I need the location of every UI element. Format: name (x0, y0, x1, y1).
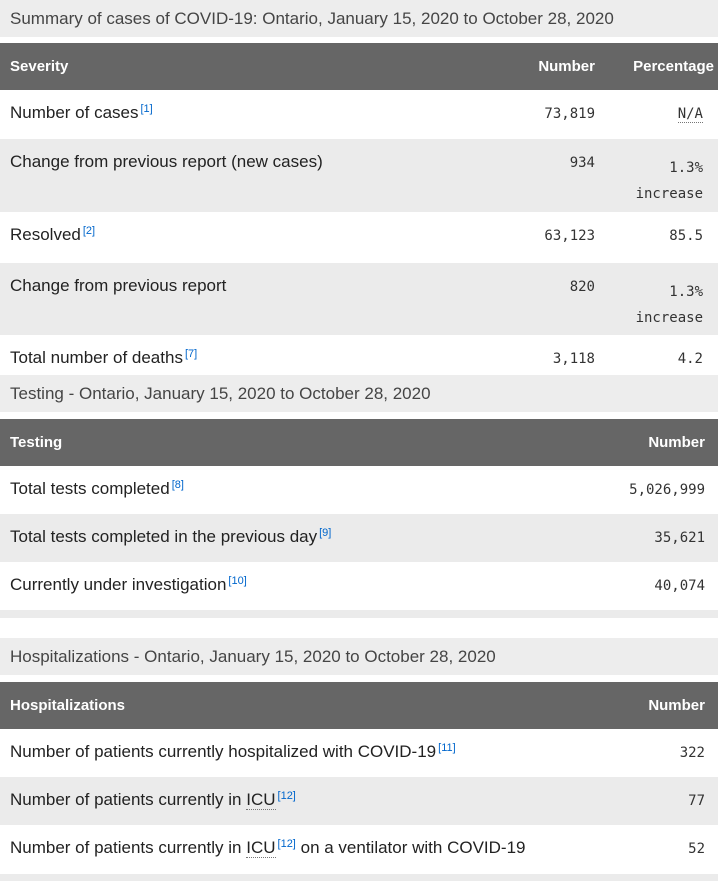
table-row: Currently under investigation [10] 40,074 (0, 562, 718, 610)
row-percentage: 1.3% (669, 284, 703, 300)
footnote-link[interactable]: [12] (277, 838, 296, 850)
na-abbr[interactable]: N/A (677, 106, 703, 123)
row-label: Number of cases (10, 103, 139, 122)
hospitalizations-table-header-row: Hospitalizations Number (0, 682, 718, 729)
cutoff-row-strip (0, 874, 718, 881)
row-number: 3,118 (552, 351, 595, 367)
footnote-link[interactable]: [12] (277, 790, 296, 802)
row-label: Change from previous report (new cases) (10, 152, 323, 171)
testing-table: Testing Number Total tests completed [8] … (0, 419, 718, 610)
row-number: 322 (679, 745, 705, 761)
footnote-link[interactable]: [7] (184, 348, 198, 360)
table-row: Number of patients currently in ICU [12] … (0, 777, 718, 825)
row-label: Number of patients currently hospitalize… (10, 742, 437, 761)
row-percentage: 85.5 (669, 228, 703, 244)
row-label: Total tests completed in the previous da… (10, 527, 318, 546)
table-row: Number of patients currently in ICU [12] … (0, 825, 718, 874)
row-number: 820 (569, 279, 595, 295)
footnote-link[interactable]: [10] (228, 575, 247, 587)
column-header-testing: Testing (0, 419, 588, 466)
row-label: Number of patients currently in (10, 838, 242, 857)
row-number: 77 (688, 793, 705, 809)
section-heading-testing: Testing - Ontario, January 15, 2020 to O… (0, 375, 718, 412)
table-row: Change from previous report 820 1.3% inc… (0, 263, 718, 335)
column-header-number: Number (588, 419, 718, 466)
footnote-link[interactable]: [11] (438, 742, 456, 754)
empty-row-strip (0, 610, 718, 618)
section-heading-hospitalizations: Hospitalizations - Ontario, January 15, … (0, 638, 718, 675)
row-label: Number of patients currently in (10, 790, 242, 809)
table-row: Total tests completed [8] 5,026,999 (0, 466, 718, 514)
hospitalizations-table: Hospitalizations Number Number of patien… (0, 682, 718, 874)
row-label: Change from previous report (10, 276, 227, 295)
column-header-severity: Severity (0, 43, 480, 90)
row-label: Total tests completed (10, 479, 170, 498)
row-percentage: 1.3% (669, 160, 703, 176)
summary-table: Severity Number Percentage Number of cas… (0, 43, 718, 375)
row-label: Total number of deaths (10, 348, 183, 367)
table-row: Change from previous report (new cases) … (0, 139, 718, 212)
table-row: Number of patients currently hospitalize… (0, 729, 718, 777)
icu-abbr[interactable]: ICU (246, 790, 276, 810)
summary-table-header-row: Severity Number Percentage (0, 43, 718, 90)
row-number: 63,123 (544, 228, 595, 244)
row-number: 40,074 (654, 578, 705, 594)
table-row: Resolved [2] 63,123 85.5 (0, 212, 718, 263)
footnote-link[interactable]: [9] (319, 527, 332, 539)
table-row: Number of cases [1] 73,819 N/A (0, 90, 718, 139)
row-number: 35,621 (654, 530, 705, 546)
row-number: 5,026,999 (629, 482, 705, 498)
table-row: Total tests completed in the previous da… (0, 514, 718, 562)
row-number: 52 (688, 841, 705, 857)
icu-abbr[interactable]: ICU (246, 838, 276, 858)
column-header-hospitalizations: Hospitalizations (0, 682, 588, 729)
table-row: Total number of deaths [7] 3,118 4.2 (0, 335, 718, 375)
column-header-percentage: Percentage (595, 43, 718, 90)
row-number: 73,819 (544, 106, 595, 122)
row-percentage-note: increase (635, 310, 703, 326)
section-heading-summary: Summary of cases of COVID-19: Ontario, J… (0, 0, 718, 37)
row-number: 934 (569, 155, 595, 171)
row-label: Resolved (10, 225, 81, 244)
row-label-suffix: on a ventilator with COVID-19 (300, 838, 526, 857)
row-label: Currently under investigation (10, 575, 227, 594)
footnote-link[interactable]: [2] (82, 225, 96, 237)
column-header-number: Number (480, 43, 595, 90)
footnote-link[interactable]: [1] (140, 103, 153, 115)
testing-table-header-row: Testing Number (0, 419, 718, 466)
row-percentage: 4.2 (677, 351, 703, 367)
column-header-number: Number (588, 682, 718, 729)
row-percentage-note: increase (635, 186, 703, 202)
footnote-link[interactable]: [8] (171, 479, 184, 491)
